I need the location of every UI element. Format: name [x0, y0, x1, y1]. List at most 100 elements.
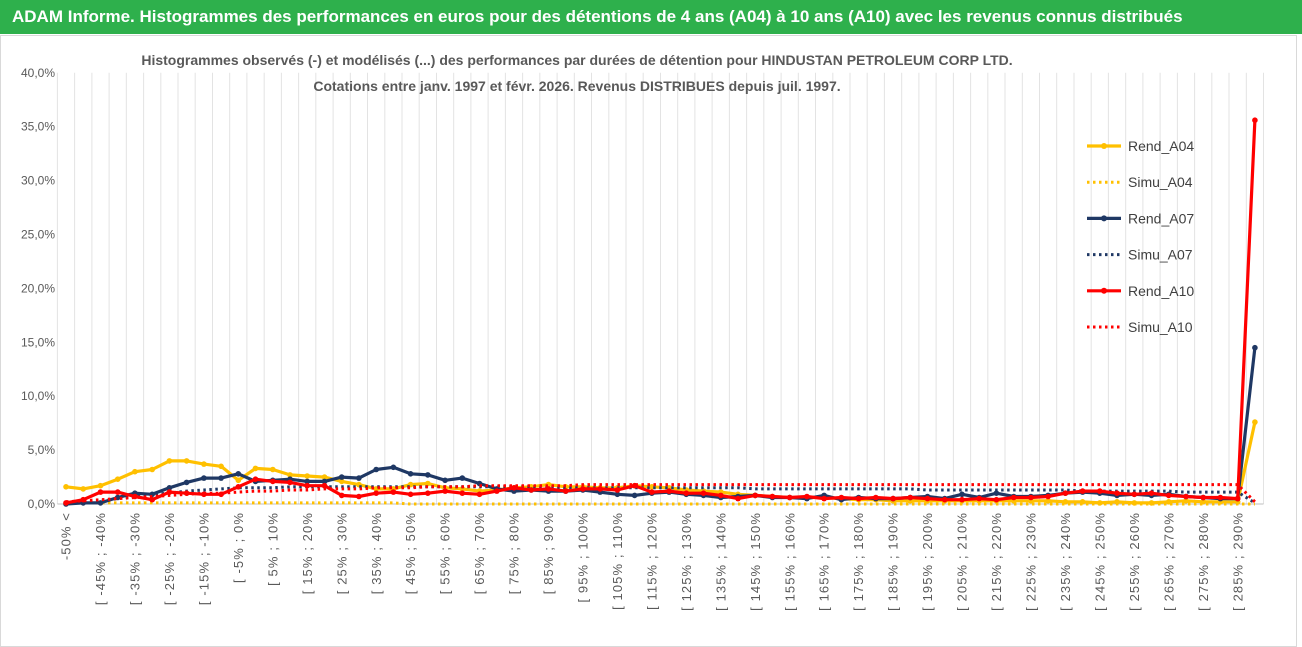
y-tick-label: 25,0% [21, 228, 55, 242]
y-tick-label: 40,0% [21, 66, 55, 80]
rend-a10-point [1010, 494, 1017, 501]
x-tick-label: [ 55% ; 60% [438, 512, 453, 594]
rend-a10-point [1148, 490, 1155, 497]
rend-a10-point [993, 496, 1000, 503]
rend-a10-point [752, 492, 758, 499]
x-tick-label: [ 165% ; 170% [817, 512, 832, 611]
x-tick-label: [ 35% ; 40% [369, 512, 384, 594]
x-tick-label: [ 175% ; 180% [851, 512, 866, 611]
rend-a04-point [287, 472, 293, 478]
rend-a07-point [235, 471, 242, 477]
rend-a10-point [528, 487, 534, 493]
rend-a10-point [890, 495, 896, 502]
rend-a10-point [924, 495, 931, 502]
rend-a04-point [114, 476, 121, 483]
rend-a10-point [476, 491, 483, 498]
rend-a10-point [545, 486, 552, 492]
rend-a10-point [407, 491, 414, 498]
rend-a04-point [1252, 419, 1258, 425]
x-tick-label: [ 275% ; 280% [1196, 512, 1211, 611]
x-axis-labels: -50% < [ -45% ; -40% [ -35% ; -30% [ -25% ;… [59, 512, 1246, 611]
rend-a10-point [373, 490, 380, 497]
rend-a10-point [959, 496, 965, 503]
y-axis-labels: 0,0% 5,0% 10,0% 15,0% 20,0% 25,0% 30,0% 35,0% 40… [21, 66, 55, 511]
rend-a10-point [562, 488, 569, 494]
rend-a07-point [321, 478, 328, 485]
chart-title-line-2: Cotations entre janv. 1997 et févr. 2026… [313, 78, 840, 94]
rend-a10-point [666, 488, 672, 494]
legend-rend-a04-label: Rend_A04 [1128, 138, 1194, 154]
rend-a10-point [873, 494, 879, 501]
rend-a10-point [1252, 117, 1258, 123]
rend-a04-point [1183, 498, 1189, 504]
x-tick-label: [ -25% ; -20% [162, 512, 177, 605]
x-tick-label: [ 225% ; 230% [1023, 512, 1038, 611]
rend-a04-point [97, 482, 104, 489]
rend-a10-point [1097, 488, 1103, 494]
rend-a10-point [804, 493, 810, 500]
rend-a10-point [769, 493, 776, 500]
y-tick-label: 5,0% [28, 443, 56, 457]
rend-a10-point [838, 494, 845, 501]
x-tick-label: [ 255% ; 260% [1127, 512, 1142, 611]
rend-a07-point [97, 500, 104, 506]
rend-a07-point [338, 474, 345, 480]
legend-simu-a07-label: Simu_A07 [1128, 247, 1193, 263]
rend-a10-point [821, 495, 827, 502]
x-tick-label: [ 215% ; 220% [989, 512, 1004, 611]
rend-a10-point [1079, 488, 1086, 494]
x-tick-label: [ -5% ; 0% [231, 512, 246, 583]
rend-a10-point [597, 486, 603, 492]
rend-a04-point [270, 466, 276, 473]
rend-a07-point [631, 492, 638, 499]
x-tick-label: [ 235% ; 240% [1058, 512, 1073, 611]
rend-a10-point [390, 489, 397, 495]
x-tick-label: [ -45% ; -40% [93, 512, 108, 605]
x-tick-label: [ 185% ; 190% [886, 512, 901, 611]
rend-a07-point [201, 475, 207, 481]
rend-a10-point [304, 482, 311, 489]
x-tick-label: [ 265% ; 270% [1161, 512, 1176, 611]
rend-a10-point [1165, 492, 1172, 499]
rend-a07-point [459, 475, 466, 481]
x-tick-label: [ 155% ; 160% [782, 512, 797, 611]
x-tick-label: [ 95% ; 100% [575, 512, 590, 603]
rend-a07-point [390, 464, 397, 471]
rend-a10-point [907, 494, 914, 501]
rend-a10-point [252, 476, 259, 483]
rend-a10-point [1234, 495, 1241, 502]
rend-a10-point [494, 488, 500, 494]
gridlines [56, 72, 1264, 505]
legend: Rend_A04 Simu_A04 Rend_A07 Simu_A07 Rend_A10… [1087, 138, 1194, 335]
x-tick-label: [ 125% ; 130% [679, 512, 694, 611]
rend-a07-point [425, 472, 431, 478]
rend-a10-point [511, 485, 517, 491]
rend-a04-point [149, 466, 155, 473]
simu-a10-line [65, 483, 1256, 504]
y-tick-label: 10,0% [21, 389, 55, 403]
rend-a04-point [183, 458, 190, 464]
rend-a07-point [407, 471, 414, 477]
rend-a04-point [649, 484, 655, 490]
rend-a04-point [304, 473, 311, 479]
simu-a04-line [66, 501, 1255, 506]
legend-rend-a04-marker [1101, 143, 1107, 149]
rend-a10-point [580, 486, 586, 492]
rend-a10-point [1028, 494, 1034, 501]
legend-simu-a10-label: Simu_A10 [1128, 319, 1193, 335]
x-tick-label: [ 45% ; 50% [403, 512, 418, 594]
rend-a10-point [442, 488, 448, 494]
rend-a10-point [1217, 494, 1224, 501]
rend-a04-point [63, 484, 69, 490]
legend-rend-a10-label: Rend_A10 [1128, 283, 1194, 299]
rend-a10-point [649, 489, 655, 495]
rend-a10-point [114, 489, 121, 495]
rend-a07-point [442, 477, 448, 484]
x-tick-label: [ -35% ; -30% [127, 512, 142, 605]
rend-a07-point [959, 491, 965, 498]
rend-a10-point [270, 478, 276, 485]
rend-a10-point [735, 495, 741, 502]
rend-a10-point [683, 490, 690, 497]
report-header: ADAM Informe. Histogrammes des performan… [0, 0, 1302, 34]
x-tick-label: [ 75% ; 80% [507, 512, 522, 594]
